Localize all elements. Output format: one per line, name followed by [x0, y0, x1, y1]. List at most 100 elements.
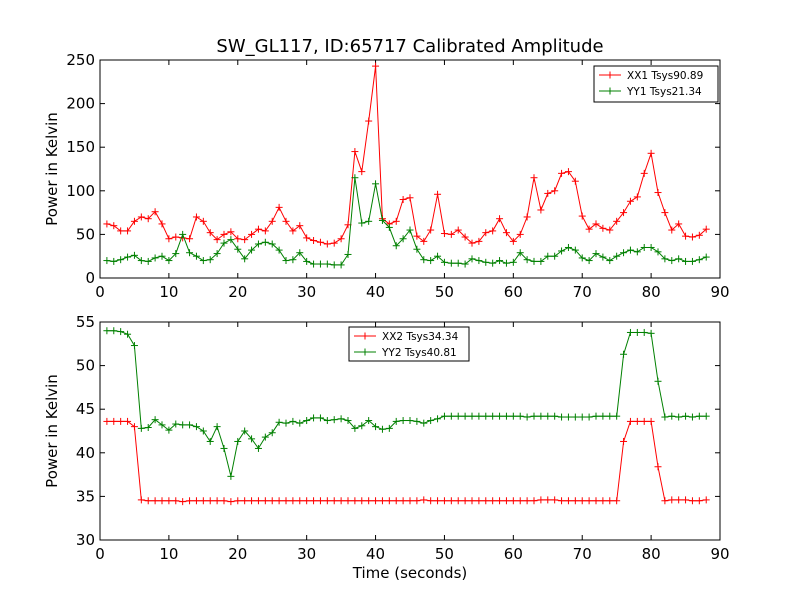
data-point — [303, 417, 311, 425]
data-point — [316, 238, 324, 246]
data-point — [144, 424, 152, 432]
data-point — [489, 497, 497, 505]
data-point — [530, 257, 538, 265]
x-tick-label: 80 — [642, 545, 661, 563]
series-1 — [103, 62, 710, 248]
data-point — [523, 497, 531, 505]
legend-label: YY1 Tsys21.34 — [626, 86, 702, 98]
data-point — [440, 258, 448, 266]
data-point — [179, 498, 187, 506]
data-point — [124, 417, 132, 425]
data-point — [365, 117, 373, 125]
data-point — [661, 209, 669, 217]
data-point — [385, 497, 393, 505]
data-point — [241, 497, 249, 505]
data-point — [640, 328, 648, 336]
legend-label: XX1 Tsys90.89 — [627, 70, 703, 82]
data-point — [213, 236, 221, 244]
data-point — [613, 412, 621, 420]
data-point — [316, 497, 324, 505]
data-point — [558, 413, 566, 421]
data-point — [496, 412, 504, 420]
data-point — [282, 257, 290, 265]
data-point — [468, 497, 476, 505]
data-point — [454, 497, 462, 505]
data-point — [392, 417, 400, 425]
data-point — [130, 251, 138, 259]
data-point — [599, 224, 607, 232]
data-point — [261, 497, 269, 505]
data-point — [668, 412, 676, 420]
data-point — [682, 412, 690, 420]
data-point — [489, 227, 497, 235]
data-point — [440, 230, 448, 238]
data-point — [695, 497, 703, 505]
data-point — [509, 412, 517, 420]
data-point — [296, 222, 304, 230]
data-point — [420, 237, 428, 245]
data-point — [192, 423, 200, 431]
data-point — [626, 328, 634, 336]
data-point — [688, 497, 696, 505]
data-point — [234, 235, 242, 243]
data-point — [647, 329, 655, 337]
data-point — [289, 417, 297, 425]
data-point — [702, 496, 710, 504]
legend-entry: XX1 Tsys90.89 — [599, 70, 703, 82]
data-point — [695, 231, 703, 239]
data-point — [516, 497, 524, 505]
data-point — [406, 497, 414, 505]
legend-box — [593, 65, 719, 103]
data-point — [365, 417, 373, 425]
data-point — [248, 246, 256, 254]
data-point — [365, 497, 373, 505]
data-point — [344, 497, 352, 505]
data-point — [702, 253, 710, 261]
data-point — [172, 233, 180, 241]
data-point — [420, 256, 428, 264]
data-point — [688, 257, 696, 265]
data-point — [192, 497, 200, 505]
data-point — [275, 203, 283, 211]
data-point — [137, 424, 145, 432]
data-point — [475, 257, 483, 265]
data-point — [358, 168, 366, 176]
data-point — [144, 215, 152, 223]
data-point — [282, 217, 290, 225]
data-point — [551, 496, 559, 504]
y-tick-label: 55 — [76, 313, 95, 331]
data-point — [330, 416, 338, 424]
data-point — [137, 257, 145, 265]
data-point — [613, 497, 621, 505]
data-point — [544, 496, 552, 504]
data-point — [592, 250, 600, 258]
x-tick-label: 10 — [159, 545, 178, 563]
data-point — [544, 412, 552, 420]
data-point — [551, 252, 559, 260]
data-point — [606, 497, 614, 505]
data-point — [544, 252, 552, 260]
data-point — [516, 249, 524, 257]
data-point — [310, 497, 318, 505]
data-point — [647, 149, 655, 157]
axes-frame — [99, 59, 721, 279]
data-point — [427, 226, 435, 234]
data-point — [213, 423, 221, 431]
data-point — [330, 239, 338, 247]
data-point — [633, 417, 641, 425]
data-point — [516, 412, 524, 420]
data-point — [675, 413, 683, 421]
data-point — [151, 208, 159, 216]
data-point — [234, 245, 242, 253]
y-tick-label: 30 — [76, 531, 95, 549]
data-point — [447, 259, 455, 267]
data-point — [434, 252, 442, 260]
data-point — [475, 412, 483, 420]
data-point — [454, 259, 462, 267]
data-point — [489, 412, 497, 420]
x-tick-label: 90 — [710, 283, 729, 301]
axes-frame — [99, 321, 721, 541]
data-point — [702, 225, 710, 233]
data-point — [316, 414, 324, 422]
data-point — [330, 261, 338, 269]
